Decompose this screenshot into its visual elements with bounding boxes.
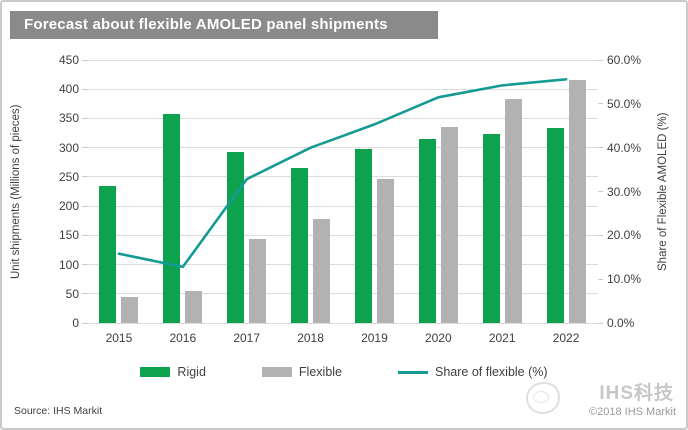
legend-label: Flexible <box>298 365 342 379</box>
gridline <box>87 322 598 324</box>
source-note: Source: IHS Markit <box>14 405 103 417</box>
left-axis-tick: 150 <box>58 228 79 243</box>
gridline <box>87 234 598 236</box>
bar-flexible-2016 <box>185 290 203 323</box>
gridline <box>87 59 598 61</box>
legend-bar-swatch-icon <box>261 367 292 377</box>
left-tickmark <box>82 176 87 178</box>
legend-label: Share of flexible (%) <box>435 365 548 379</box>
right-axis-tick: 30.0% <box>607 184 642 199</box>
share-line-layer <box>117 77 568 269</box>
x-axis-label-2022: 2022 <box>552 331 580 345</box>
legend-item-share-of-flexible-: Share of flexible (%) <box>398 365 548 379</box>
bar-rigid-2021 <box>482 133 500 323</box>
right-axis-tick: 60.0% <box>607 53 642 67</box>
right-tickmark <box>598 234 603 236</box>
gridline <box>87 176 598 178</box>
line-share-of-flexible- <box>117 77 568 269</box>
right-tickmark <box>598 103 603 105</box>
right-tickmark <box>598 322 603 324</box>
bar-rigid-2015 <box>99 185 117 323</box>
left-tickmark <box>82 117 87 119</box>
legend-label: Rigid <box>177 365 206 379</box>
plot-area <box>87 59 598 324</box>
watermark-copyright: ©2018 IHS Markit <box>589 406 676 418</box>
right-axis-tick: 20.0% <box>607 228 642 243</box>
bar-flexible-2020 <box>440 127 458 323</box>
bar-flexible-2018 <box>313 218 331 323</box>
gridline <box>87 264 598 266</box>
x-axis-label-2017: 2017 <box>233 331 261 345</box>
x-axis-label-2019: 2019 <box>361 331 388 345</box>
left-axis-tick: 250 <box>58 169 79 184</box>
legend-bar-swatch-icon <box>140 367 171 377</box>
gridline <box>87 88 598 90</box>
left-tickmark <box>82 59 87 61</box>
right-tickmark <box>598 59 603 61</box>
right-axis-tick: 50.0% <box>607 96 642 111</box>
bar-flexible-2021 <box>504 98 522 323</box>
left-tickmark <box>82 322 87 324</box>
left-tickmark <box>82 147 87 149</box>
x-axis-label-2020: 2020 <box>424 331 452 345</box>
left-tickmark <box>82 234 87 236</box>
left-tickmark <box>82 264 87 266</box>
bar-flexible-2017 <box>249 239 267 323</box>
watermark: IHS科技 ©2018 IHS Markit <box>526 376 676 420</box>
gridline <box>87 147 598 149</box>
bar-rigid-2019 <box>354 149 372 323</box>
legend-line-swatch-icon <box>398 370 428 374</box>
right-tickmark <box>598 278 603 280</box>
right-axis-title: Share of Flexible AMOLED (%) <box>657 112 669 271</box>
right-axis-tick: 40.0% <box>607 140 642 155</box>
bar-rigid-2017 <box>227 152 245 323</box>
bar-rigid-2016 <box>163 113 181 323</box>
x-axis-label-2015: 2015 <box>105 331 133 345</box>
bar-flexible-2022 <box>568 79 586 323</box>
left-tickmark <box>82 293 87 295</box>
gridline <box>87 293 598 295</box>
watermark-brand: IHS科技 <box>599 383 674 404</box>
right-tickmark <box>598 191 603 192</box>
left-axis-tick: 400 <box>58 82 79 97</box>
right-axis-tick: 10.0% <box>607 272 642 287</box>
left-axis-title: Unit shipments (Millions of pieces) <box>10 104 22 279</box>
left-axis-tick: 450 <box>58 53 79 67</box>
right-axis-tick: 0.0% <box>607 316 635 330</box>
left-axis-tick: 50 <box>65 286 79 301</box>
left-tickmark <box>82 205 87 207</box>
legend-item-flexible: Flexible <box>261 365 342 379</box>
chart-title: Forecast about flexible AMOLED panel shi… <box>10 11 438 39</box>
bar-rigid-2020 <box>418 138 436 323</box>
bar-flexible-2015 <box>121 296 139 323</box>
x-axis-label-2021: 2021 <box>488 331 516 345</box>
legend: Rigid Flexible Share of flexible (%) <box>2 365 686 379</box>
left-tickmark <box>82 88 87 90</box>
bar-rigid-2018 <box>291 167 309 323</box>
bar-flexible-2019 <box>376 179 394 323</box>
bar-rigid-2022 <box>546 128 564 323</box>
watermark-logo-icon <box>526 382 560 414</box>
left-axis-tick: 100 <box>58 257 79 272</box>
legend-item-rigid: Rigid <box>140 365 206 379</box>
gridline <box>87 205 598 207</box>
left-axis-tick: 350 <box>58 111 79 126</box>
x-axis-label-2016: 2016 <box>169 331 197 345</box>
gridline <box>87 117 598 119</box>
x-axis-label-2018: 2018 <box>297 331 324 345</box>
left-axis-tick: 0 <box>72 316 79 330</box>
left-axis-tick: 300 <box>58 140 79 155</box>
right-tickmark <box>598 147 603 149</box>
left-axis-tick: 200 <box>58 199 79 214</box>
